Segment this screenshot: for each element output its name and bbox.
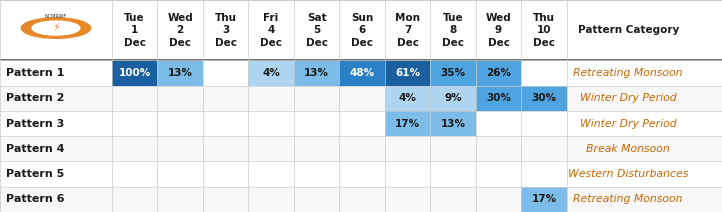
Bar [0, 86, 722, 111]
Circle shape [21, 18, 90, 38]
Text: 35%: 35% [440, 68, 466, 78]
Circle shape [32, 21, 80, 35]
Text: Pattern 5: Pattern 5 [6, 169, 64, 179]
Bar [521, 187, 567, 212]
Text: Pattern 2: Pattern 2 [6, 93, 64, 103]
Bar [385, 60, 430, 86]
Bar [476, 60, 521, 86]
Text: Western Disturbances: Western Disturbances [568, 169, 688, 179]
Bar [0, 111, 722, 136]
Bar [0, 60, 722, 86]
Text: Pattern Category: Pattern Category [578, 25, 679, 35]
Text: Pattern 3: Pattern 3 [6, 119, 64, 129]
Bar [385, 86, 430, 111]
Text: Sat
5
Dec: Sat 5 Dec [305, 13, 328, 48]
Text: 4%: 4% [399, 93, 417, 103]
Bar [0, 187, 722, 212]
Text: 13%: 13% [440, 119, 466, 129]
Text: 26%: 26% [486, 68, 511, 78]
Text: 17%: 17% [395, 119, 420, 129]
Text: ⚡: ⚡ [52, 23, 60, 33]
Text: 4%: 4% [262, 68, 280, 78]
Bar [0, 162, 722, 187]
Text: Mon
7
Dec: Mon 7 Dec [395, 13, 420, 48]
Bar [339, 60, 385, 86]
Text: Sun
6
Dec: Sun 6 Dec [351, 13, 373, 48]
Text: NCMRWF: NCMRWF [45, 14, 67, 19]
Bar [430, 111, 476, 136]
Bar [521, 86, 567, 111]
Bar [248, 60, 294, 86]
Text: 30%: 30% [531, 93, 557, 103]
Bar [385, 111, 430, 136]
Bar [430, 60, 476, 86]
Text: 61%: 61% [395, 68, 420, 78]
Text: 30%: 30% [486, 93, 511, 103]
Text: Pattern 1: Pattern 1 [6, 68, 64, 78]
Bar [0, 0, 722, 60]
Text: 100%: 100% [118, 68, 151, 78]
Bar [476, 86, 521, 111]
Bar [0, 136, 722, 162]
Text: Tue
1
Dec: Tue 1 Dec [123, 13, 146, 48]
Text: 48%: 48% [349, 68, 375, 78]
Text: Thu
3
Dec: Thu 3 Dec [214, 13, 237, 48]
Text: Thu
10
Dec: Thu 10 Dec [533, 13, 555, 48]
Text: Tue
8
Dec: Tue 8 Dec [442, 13, 464, 48]
Text: 17%: 17% [531, 194, 557, 204]
Text: 13%: 13% [168, 68, 193, 78]
Bar [430, 86, 476, 111]
Text: Winter Dry Period: Winter Dry Period [580, 93, 677, 103]
Text: Pattern 6: Pattern 6 [6, 194, 64, 204]
Bar [294, 60, 339, 86]
Bar [157, 60, 203, 86]
Text: Winter Dry Period: Winter Dry Period [580, 119, 677, 129]
Bar [112, 60, 157, 86]
Text: Break Monsoon: Break Monsoon [586, 144, 670, 154]
Text: 13%: 13% [304, 68, 329, 78]
Text: Wed
9
Dec: Wed 9 Dec [486, 13, 511, 48]
Text: Retreating Monsoon: Retreating Monsoon [573, 68, 683, 78]
Text: Retreating Monsoon: Retreating Monsoon [573, 194, 683, 204]
Text: Fri
4
Dec: Fri 4 Dec [260, 13, 282, 48]
Text: Wed
2
Dec: Wed 2 Dec [168, 13, 193, 48]
Text: 9%: 9% [444, 93, 462, 103]
Text: Pattern 4: Pattern 4 [6, 144, 64, 154]
